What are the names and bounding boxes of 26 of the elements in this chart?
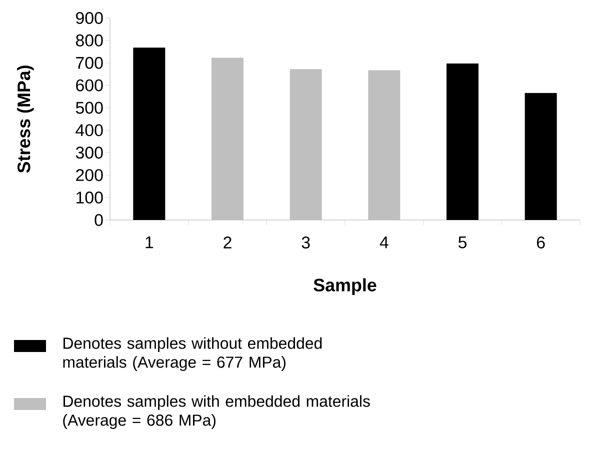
y-tick-label: 400 [76, 124, 103, 136]
bar [212, 58, 244, 220]
x-tick-label: 3 [302, 236, 310, 248]
x-tick-label: 6 [536, 236, 545, 248]
y-tick-label: 100 [76, 192, 103, 204]
y-tick-label: 700 [76, 56, 103, 69]
x-tick-label: 5 [458, 236, 466, 248]
y-tick-label: 900 [76, 12, 103, 24]
x-tick-label: 1 [146, 236, 154, 248]
bar [133, 48, 166, 220]
x-axis-title: Sample [314, 278, 376, 295]
y-tick-label: 800 [76, 34, 103, 46]
legend-label: Denotes samples with embedded materials (Average = 686 MPa) [63, 395, 370, 429]
bar [524, 92, 557, 220]
x-tick-label: 2 [224, 236, 232, 248]
legend-label: Denotes samples without embedded materials (Average = 677 MPa) [63, 337, 322, 371]
y-tick-label: 600 [76, 79, 103, 92]
y-tick-label: 0 [94, 214, 103, 226]
y-tick-label: 300 [76, 146, 103, 159]
bar [368, 70, 400, 220]
y-tick-label: 200 [76, 169, 103, 182]
bar [446, 64, 479, 220]
x-tick-label: 4 [380, 236, 388, 248]
bar [290, 69, 322, 220]
y-tick-label: 500 [76, 102, 103, 114]
y-axis-title: Stress (MPa) [17, 66, 34, 173]
